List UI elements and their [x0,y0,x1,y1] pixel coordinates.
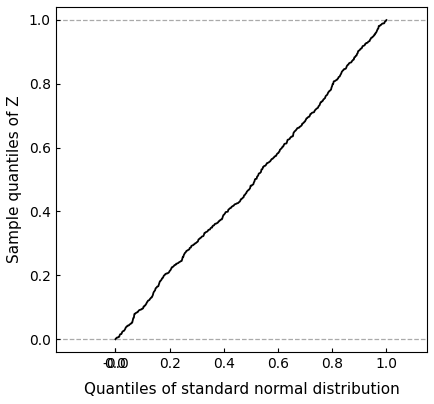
X-axis label: Quantiles of standard normal distribution: Quantiles of standard normal distributio… [83,382,399,397]
Y-axis label: Sample quantiles of Z: Sample quantiles of Z [7,96,22,263]
